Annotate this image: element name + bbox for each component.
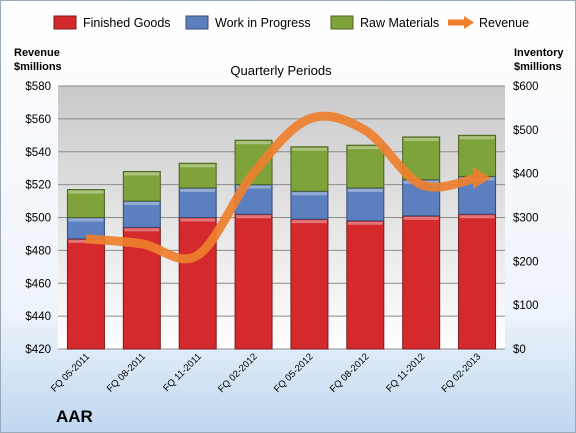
bar-highlight xyxy=(124,172,160,176)
left-tick-label: $480 xyxy=(25,245,51,257)
left-axis-title: Revenue $millions xyxy=(14,47,62,73)
left-tick-label: $420 xyxy=(25,344,51,356)
legend-line-arrow xyxy=(464,16,474,29)
legend-label: Finished Goods xyxy=(83,16,171,30)
bars xyxy=(66,134,497,350)
bar-highlight xyxy=(347,221,383,225)
left-tick-label: $580 xyxy=(25,81,51,93)
revenue-line xyxy=(85,111,492,264)
right-tick-label: $600 xyxy=(513,81,539,93)
left-tick-label: $460 xyxy=(25,278,51,290)
bar-highlight xyxy=(347,146,383,150)
bar-finished-goods xyxy=(346,220,385,350)
left-tick-label: $500 xyxy=(25,213,51,225)
bar-work-in-progress xyxy=(290,190,329,220)
bar-highlight xyxy=(459,215,495,219)
right-axis-title-line-1: Inventory xyxy=(514,47,564,59)
bar-work-in-progress xyxy=(346,187,385,222)
right-tick-label: $300 xyxy=(513,213,539,225)
bar-highlight xyxy=(236,215,272,219)
bar-highlight xyxy=(459,136,495,140)
legend-swatch xyxy=(185,15,209,30)
right-tick-label: $0 xyxy=(513,344,526,356)
bar-raw-materials xyxy=(66,189,105,218)
bar-highlight xyxy=(68,218,104,222)
bar-highlight xyxy=(291,220,327,224)
bar-highlight xyxy=(291,147,327,151)
bar-finished-goods xyxy=(66,238,105,350)
bar-highlight xyxy=(403,216,439,220)
right-tick-label: $200 xyxy=(513,256,539,268)
bar-finished-goods xyxy=(402,215,441,350)
bar-highlight xyxy=(180,164,216,168)
bar-highlight xyxy=(180,188,216,192)
left-tick-label: $560 xyxy=(25,114,51,126)
right-axis-title-line-2: $millions xyxy=(514,61,562,73)
bar-raw-materials xyxy=(346,144,385,189)
bar-highlight xyxy=(236,185,272,189)
bar-finished-goods xyxy=(458,213,497,350)
bar-highlight xyxy=(291,192,327,196)
left-axis: $420 $440 $460 $480 $500 $520 $540 $560 $580 xyxy=(25,81,51,356)
right-tick-label: $500 xyxy=(513,125,539,137)
legend-label: Revenue xyxy=(479,16,529,30)
bar-highlight xyxy=(124,202,160,206)
legend: Finished Goods Work in Progress Raw Materi… xyxy=(53,15,529,30)
bar-raw-materials xyxy=(122,170,161,202)
right-tick-label: $400 xyxy=(513,169,539,181)
bar-work-in-progress xyxy=(178,187,217,219)
chart-title: Quarterly Periods xyxy=(230,63,332,78)
legend-label: Work in Progress xyxy=(215,16,311,30)
right-axis: $0 $100 $200 $300 $400 $500 $600 xyxy=(513,81,539,356)
revenue-line-arrowhead xyxy=(473,167,492,190)
bar-raw-materials xyxy=(290,146,329,192)
legend-label: Raw Materials xyxy=(360,16,439,30)
left-tick-label: $440 xyxy=(25,311,51,323)
bar-highlight xyxy=(403,137,439,141)
bar-work-in-progress xyxy=(122,200,161,228)
left-axis-title-line-2: $millions xyxy=(14,61,62,73)
right-axis-title: Inventory $millions xyxy=(514,47,564,73)
left-tick-label: $540 xyxy=(25,147,51,159)
revenue-line-path xyxy=(85,111,478,264)
legend-swatch xyxy=(53,15,77,30)
bar-raw-materials xyxy=(178,162,217,189)
right-tick-label: $100 xyxy=(513,300,539,312)
bar-finished-goods xyxy=(290,218,329,350)
bar-highlight xyxy=(236,141,272,145)
bar-finished-goods xyxy=(234,213,273,350)
bar-highlight xyxy=(347,188,383,192)
legend-swatch xyxy=(330,15,354,30)
left-tick-label: $520 xyxy=(25,180,51,192)
left-axis-title-line-1: Revenue xyxy=(14,47,60,59)
bar-highlight xyxy=(68,190,104,194)
bar-highlight xyxy=(124,228,160,232)
brand-label: AAR xyxy=(56,407,93,426)
bar-highlight xyxy=(180,218,216,222)
